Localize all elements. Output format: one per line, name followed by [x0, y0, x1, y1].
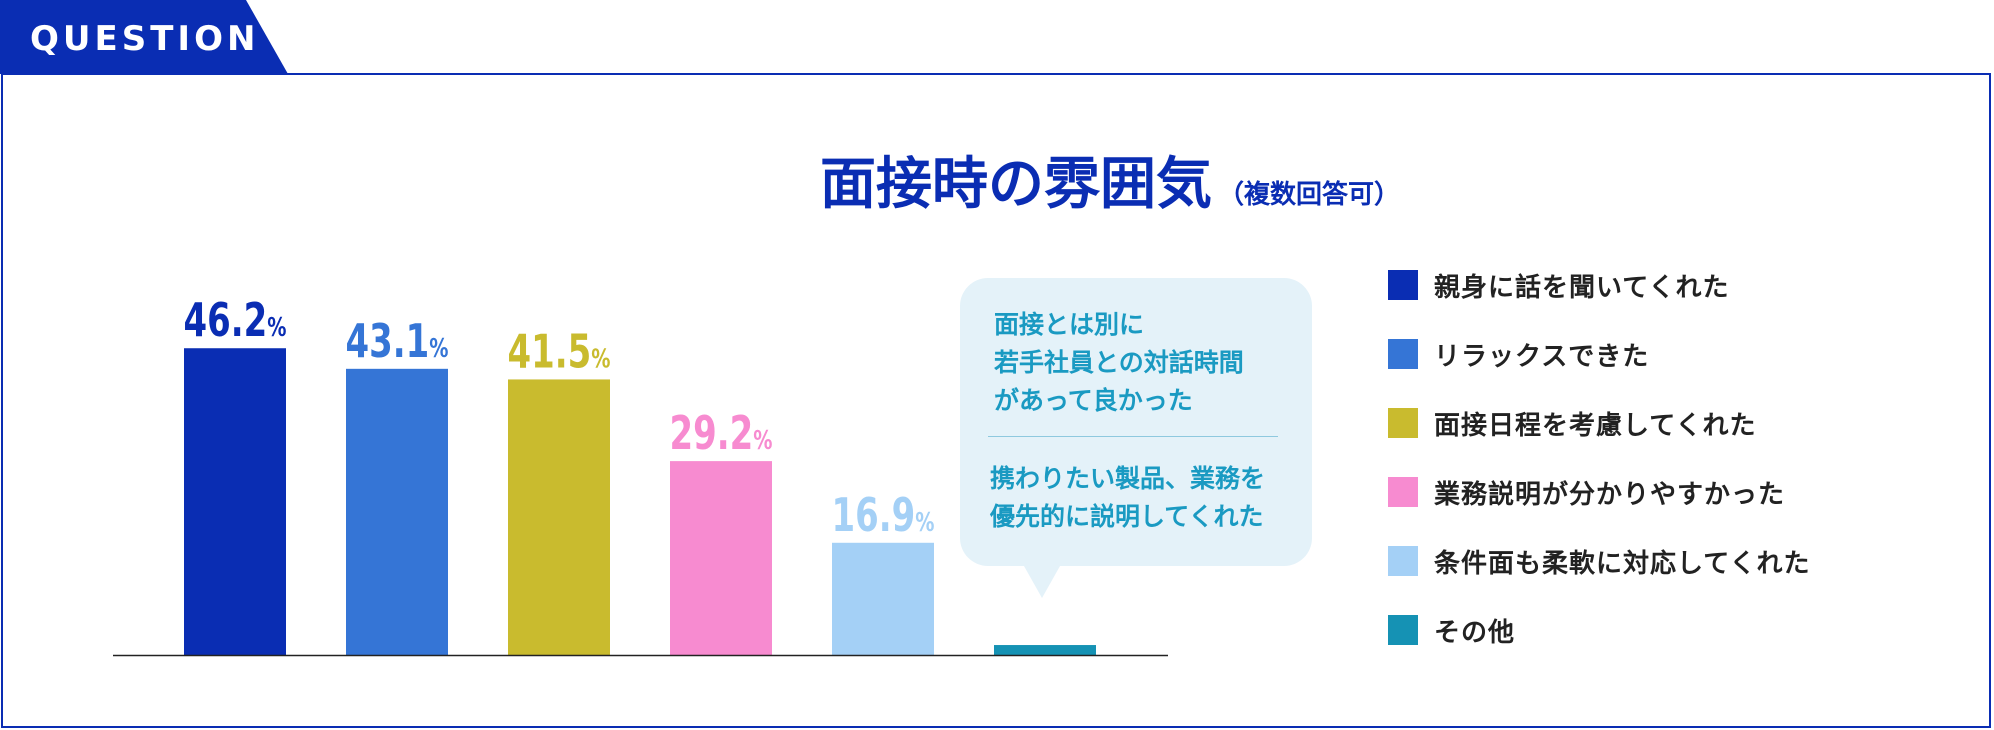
callout-text-2: 携わりたい製品、業務を 優先的に説明してくれた	[990, 460, 1300, 536]
callout-bubble	[960, 278, 1312, 566]
legend-label: 面接日程を考慮してくれた	[1434, 410, 1757, 441]
callout-text-1-line: 面接とは別に	[994, 310, 1145, 339]
bar-value-number: 43.1	[346, 314, 430, 368]
bar-value-number: 16.9	[832, 488, 916, 542]
bar-value-number: 29.2	[670, 406, 754, 460]
callout-text-2-line: 携わりたい製品、業務を	[990, 464, 1266, 493]
legend-label: その他	[1434, 617, 1516, 648]
legend-label: 条件面も柔軟に対応してくれた	[1434, 548, 1811, 579]
legend-item: 業務説明が分かりやすかった	[1388, 475, 1786, 510]
bar-value-label: 29.2%	[670, 406, 773, 460]
legend-label: 業務説明が分かりやすかった	[1434, 479, 1786, 510]
bar-value-label: 16.9%	[832, 488, 935, 542]
question-frame	[1, 73, 1991, 728]
legend-label: 親身に話を聞いてくれた	[1434, 272, 1730, 303]
legend-item: リラックスできた	[1388, 337, 1650, 372]
callout-bubble-tail	[1024, 566, 1060, 598]
chart-title: 面接時の雰囲気 （複数回答可）	[820, 150, 1400, 220]
callout-text-2-line: 優先的に説明してくれた	[990, 502, 1264, 531]
legend-item: 条件面も柔軟に対応してくれた	[1388, 544, 1811, 579]
legend-label: リラックスできた	[1434, 341, 1650, 372]
bar-value-label: 43.1%	[346, 314, 449, 368]
callout-text-1-line: があって良かった	[994, 386, 1193, 415]
bar-value-unit: %	[915, 507, 934, 538]
question-tab-label: QUESTION	[30, 19, 260, 59]
bar	[832, 542, 934, 655]
legend-swatch	[1388, 270, 1418, 300]
bar-value-unit: %	[429, 333, 448, 364]
bar-value-label: 41.5%	[508, 325, 611, 379]
legend-swatch	[1388, 408, 1418, 438]
bar-value-number: 41.5	[508, 325, 592, 379]
legend-swatch	[1388, 477, 1418, 507]
bar	[508, 379, 610, 655]
bar	[184, 348, 286, 655]
callout-text-1-line: 若手社員との対話時間	[994, 348, 1244, 377]
chart-title-main: 面接時の雰囲気	[820, 152, 1212, 217]
bar	[346, 368, 448, 655]
legend-swatch	[1388, 546, 1418, 576]
bar-value-unit: %	[753, 425, 772, 456]
callout-divider	[988, 436, 1278, 437]
legend-swatch	[1388, 615, 1418, 645]
bar-value-number: 46.2	[184, 294, 268, 348]
bar-value-unit: %	[267, 312, 286, 343]
legend-swatch	[1388, 339, 1418, 369]
question-tab	[0, 0, 288, 74]
chart-title-sub: （複数回答可）	[1218, 180, 1401, 210]
bar-value-label: 46.2%	[184, 294, 287, 348]
legend-item: その他	[1388, 613, 1516, 648]
callout-text-1: 面接とは別に 若手社員との対話時間 があって良かった	[994, 306, 1304, 420]
legend-item: 親身に話を聞いてくれた	[1388, 268, 1730, 303]
legend-item: 面接日程を考慮してくれた	[1388, 406, 1757, 441]
bar-value-unit: %	[591, 343, 610, 374]
bar	[670, 461, 772, 655]
bar	[994, 645, 1096, 655]
